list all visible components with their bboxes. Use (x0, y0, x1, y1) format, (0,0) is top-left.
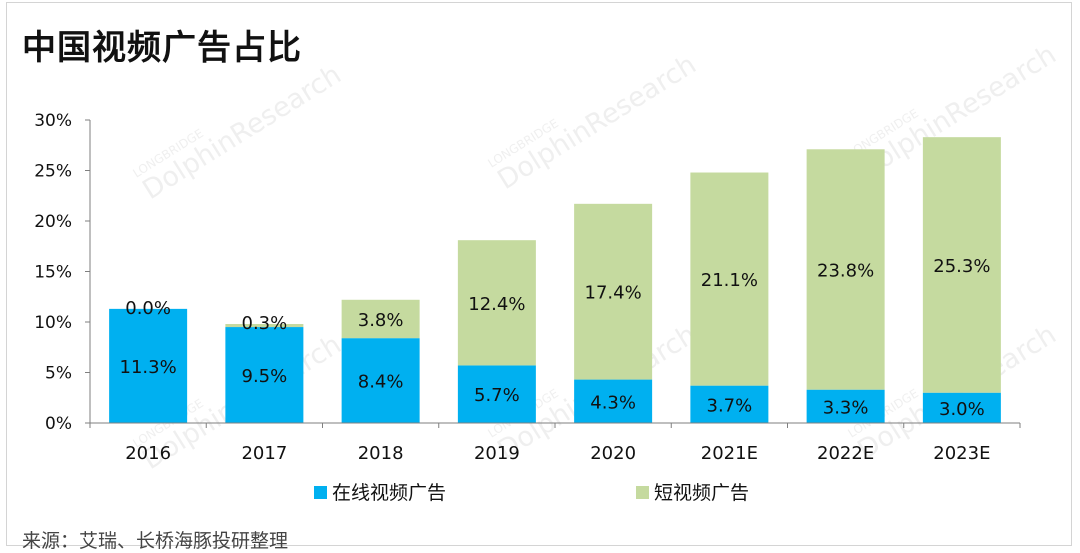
labels-layer: 11.3% 0.0% 2016 9.5% 0.3% 2017 8.4% 3.8% 2018 5.7… (120, 256, 991, 464)
y-tick-label: 10% (34, 313, 72, 333)
data-label-short: 3.8% (358, 310, 404, 331)
data-label-online: 5.7% (474, 385, 520, 406)
data-label-online: 11.3% (120, 357, 177, 378)
legend: 在线视频广告 短视频广告 (314, 482, 749, 504)
bar-short-video (457, 240, 536, 366)
bar-online-video (806, 389, 885, 423)
x-tick-label: 2017 (241, 443, 287, 464)
legend-swatch (636, 486, 649, 499)
data-label-online: 4.3% (590, 392, 636, 413)
data-label-short: 12.4% (468, 294, 525, 315)
bars-layer (109, 137, 1001, 423)
chart-frame (6, 2, 1072, 546)
bar-online-video (341, 338, 420, 423)
chart-title: 中国视频广告占比 (22, 28, 302, 68)
legend-label: 在线视频广告 (332, 482, 446, 504)
bar-short-video (574, 203, 653, 380)
y-tick-label: 0% (45, 414, 72, 434)
y-tick-label: 30% (34, 111, 72, 131)
x-tick-label: 2016 (125, 443, 171, 464)
bar-online-video (109, 308, 188, 423)
bar-online-video (457, 365, 536, 423)
data-label-online: 3.3% (823, 397, 869, 418)
data-label-online: 9.5% (242, 366, 288, 387)
y-tick-label: 25% (34, 162, 72, 182)
data-label-short: 17.4% (585, 283, 642, 304)
data-label-online: 3.7% (707, 395, 753, 416)
bar-short-video (690, 172, 769, 386)
data-label-short: 23.8% (817, 260, 874, 281)
data-label-online: 8.4% (358, 372, 404, 393)
data-label-short: 0.3% (242, 313, 288, 334)
x-tick-label: 2019 (474, 443, 520, 464)
x-tick-label: 2022E (817, 443, 874, 464)
bar-online-video (225, 327, 304, 423)
x-tick-label: 2021E (701, 443, 758, 464)
y-tick-label: 15% (34, 263, 72, 283)
legend-swatch (314, 486, 327, 499)
x-tick-label: 2020 (590, 443, 636, 464)
bar-short-video (225, 324, 304, 328)
data-label-online: 3.0% (939, 399, 985, 420)
bar-online-video (922, 392, 1001, 423)
x-tick-label: 2023E (933, 443, 990, 464)
bar-short-video (922, 137, 1001, 393)
axes-layer: 0% 5% 10% 15% 20% 25% 30% (34, 111, 1021, 434)
bar-online-video (574, 379, 653, 423)
y-tick-label: 5% (45, 364, 72, 384)
legend-label: 短视频广告 (654, 482, 749, 504)
watermark-name: DolphinResearch (492, 49, 701, 196)
bar-online-video (690, 385, 769, 423)
x-tick-label: 2018 (358, 443, 404, 464)
data-label-short: 0.0% (125, 298, 171, 319)
y-tick-label: 20% (34, 212, 72, 232)
bar-short-video (341, 299, 420, 339)
source-note: 来源：艾瑞、长桥海豚投研整理 (22, 530, 289, 552)
bar-short-video (806, 149, 885, 390)
data-label-short: 25.3% (933, 256, 990, 277)
watermark-name: DolphinResearch (137, 59, 346, 206)
data-label-short: 21.1% (701, 270, 758, 291)
